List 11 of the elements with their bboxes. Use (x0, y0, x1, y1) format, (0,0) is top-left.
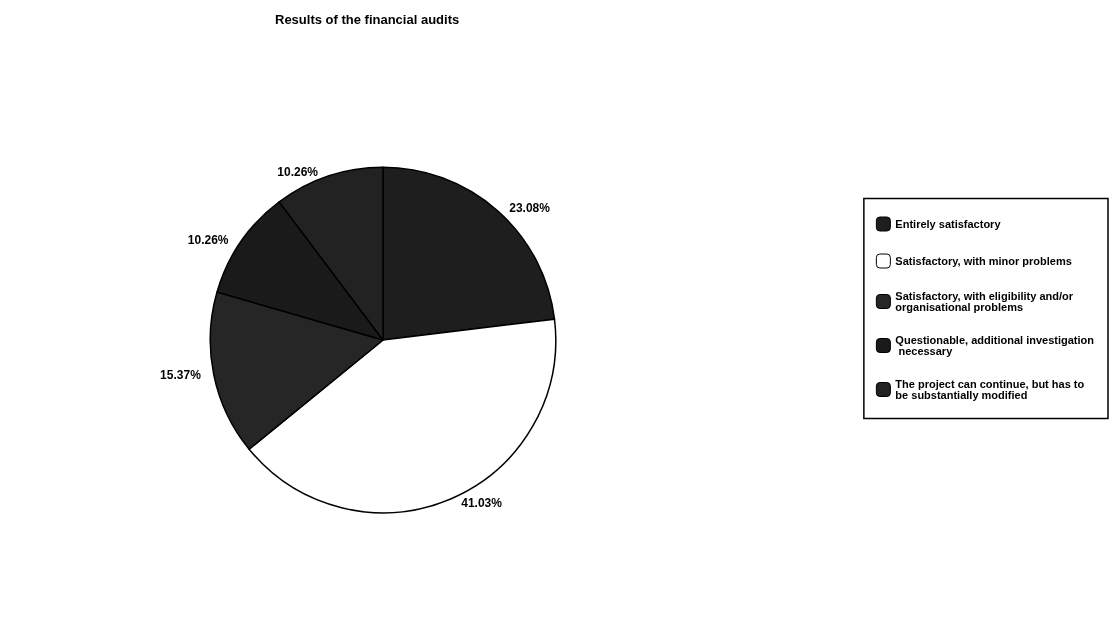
chart-title: Results of the financial audits (275, 12, 460, 27)
data-label: 15.37% (160, 368, 202, 383)
data-label: 10.26% (277, 165, 319, 180)
legend-label: Satisfactory, with eligibility and/or organisational problems (895, 290, 1077, 313)
legend-label: The project can continue, but has to be substantially modified (895, 378, 1088, 401)
data-label: 23.08% (509, 200, 551, 215)
legend-label: Entirely satisfactory (895, 218, 1002, 230)
data-label: 10.26% (187, 232, 229, 247)
legend-label: Satisfactory, with minor problems (895, 255, 1072, 267)
data-label: 41.03% (461, 495, 503, 510)
legend-label: Questionable, additional investigation necessary (895, 334, 1095, 357)
